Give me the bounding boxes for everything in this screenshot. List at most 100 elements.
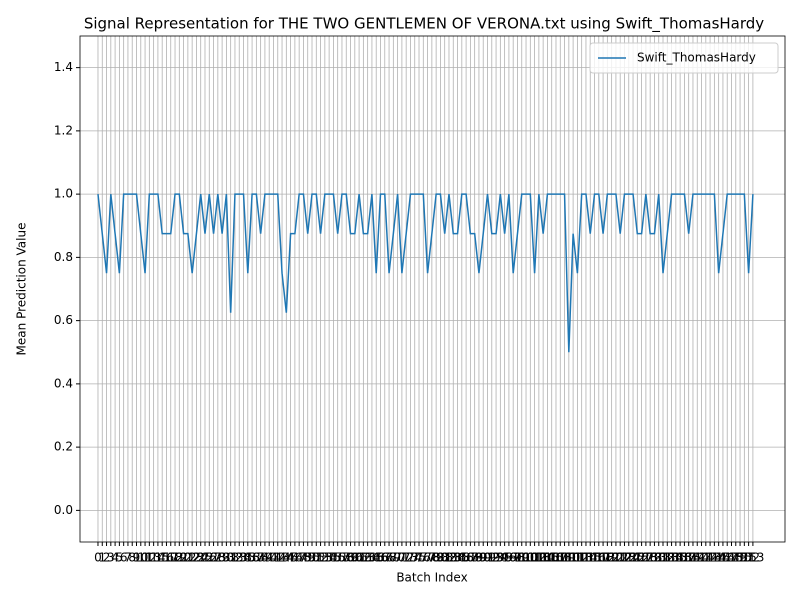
x-tick-label: 4 bbox=[111, 551, 119, 565]
x-tick-label: 119 bbox=[596, 551, 619, 565]
x-tick-label: 26 bbox=[202, 551, 217, 565]
x-tick-label: 34 bbox=[236, 551, 251, 565]
y-tick-label: 0.0 bbox=[54, 503, 73, 517]
x-tick-label: 21 bbox=[180, 551, 195, 565]
x-tick-label: 55 bbox=[326, 551, 341, 565]
x-tick-label: 88 bbox=[467, 551, 482, 565]
x-tick-label: 135 bbox=[664, 551, 687, 565]
x-tick-label: 50 bbox=[304, 551, 319, 565]
x-tick-label: 85 bbox=[454, 551, 469, 565]
x-tick-label: 82 bbox=[441, 551, 456, 565]
y-tick-label: 0.6 bbox=[54, 313, 73, 327]
x-tick-label: 11 bbox=[137, 551, 152, 565]
x-tick-label: 120 bbox=[600, 551, 623, 565]
x-tick-label: 152 bbox=[737, 551, 760, 565]
x-tick-label: 76 bbox=[416, 551, 431, 565]
x-tick-label: 130 bbox=[643, 551, 666, 565]
x-tick-label: 151 bbox=[733, 551, 756, 565]
x-tick-label: 153 bbox=[741, 551, 764, 565]
x-tick-label: 118 bbox=[592, 551, 615, 565]
x-tick-label: 103 bbox=[527, 551, 550, 565]
x-tick-label: 136 bbox=[669, 551, 692, 565]
x-tick-label: 57 bbox=[334, 551, 349, 565]
x-tick-label: 19 bbox=[172, 551, 187, 565]
legend-label: Swift_ThomasHardy bbox=[637, 51, 756, 65]
x-tick-label: 6 bbox=[120, 551, 128, 565]
x-tick-label: 42 bbox=[270, 551, 285, 565]
x-tick-label: 30 bbox=[219, 551, 234, 565]
x-tick-label: 94 bbox=[493, 551, 508, 565]
x-tick-label: 125 bbox=[622, 551, 645, 565]
x-tick-label: 24 bbox=[193, 551, 208, 565]
x-tick-label: 2 bbox=[103, 551, 111, 565]
x-tick-label: 67 bbox=[377, 551, 392, 565]
x-tick-label: 22 bbox=[185, 551, 200, 565]
x-tick-label: 123 bbox=[613, 551, 636, 565]
x-tick-label: 5 bbox=[116, 551, 124, 565]
x-tick-label: 44 bbox=[279, 551, 294, 565]
legend-box bbox=[589, 42, 779, 74]
x-tick-label: 46 bbox=[287, 551, 302, 565]
x-tick-label: 23 bbox=[189, 551, 204, 565]
x-tick-label: 144 bbox=[703, 551, 726, 565]
y-tick-label: 0.4 bbox=[54, 376, 73, 390]
x-tick-label: 7 bbox=[124, 551, 132, 565]
x-tick-label: 116 bbox=[583, 551, 606, 565]
x-tick-label: 59 bbox=[343, 551, 358, 565]
x-tick-label: 31 bbox=[223, 551, 238, 565]
x-tick-label: 40 bbox=[262, 551, 277, 565]
x-tick-label: 98 bbox=[510, 551, 525, 565]
x-tick-label: 114 bbox=[575, 551, 598, 565]
x-tick-label: 56 bbox=[330, 551, 345, 565]
x-tick-label: 65 bbox=[369, 551, 384, 565]
x-tick-label: 147 bbox=[716, 551, 739, 565]
x-tick-label: 41 bbox=[266, 551, 281, 565]
legend: Swift_ThomasHardy bbox=[589, 42, 779, 74]
x-tick-label: 142 bbox=[694, 551, 717, 565]
x-tick-label: 101 bbox=[519, 551, 542, 565]
x-axis-label: Batch Index bbox=[396, 571, 467, 585]
x-tick-label: 83 bbox=[446, 551, 461, 565]
x-tick-label: 53 bbox=[317, 551, 332, 565]
y-axis-label: Mean Prediction Value bbox=[15, 223, 29, 356]
x-tick-label: 133 bbox=[656, 551, 679, 565]
x-tick-label: 63 bbox=[360, 551, 375, 565]
x-tick-label: 138 bbox=[677, 551, 700, 565]
x-tick-label: 52 bbox=[313, 551, 328, 565]
x-tick-label: 95 bbox=[497, 551, 512, 565]
x-tick-label: 122 bbox=[609, 551, 632, 565]
y-tick-label: 1.2 bbox=[54, 123, 73, 137]
x-tick-label: 20 bbox=[176, 551, 191, 565]
x-tick-label: 132 bbox=[652, 551, 675, 565]
x-tick-label: 105 bbox=[536, 551, 559, 565]
x-tick-label: 100 bbox=[515, 551, 538, 565]
x-tick-label: 81 bbox=[437, 551, 452, 565]
y-tick-label: 1.4 bbox=[54, 60, 73, 74]
x-tick-label: 66 bbox=[373, 551, 388, 565]
x-tick-label: 110 bbox=[557, 551, 580, 565]
x-tick-label: 35 bbox=[240, 551, 255, 565]
x-tick-label: 43 bbox=[274, 551, 289, 565]
x-tick-label: 108 bbox=[549, 551, 572, 565]
x-tick-label: 70 bbox=[390, 551, 405, 565]
x-tick-label: 8 bbox=[128, 551, 136, 565]
x-tick-label: 47 bbox=[292, 551, 307, 565]
x-tick-label: 68 bbox=[381, 551, 396, 565]
x-tick-label: 84 bbox=[450, 551, 465, 565]
x-tick-label: 80 bbox=[433, 551, 448, 565]
plot-area bbox=[80, 36, 785, 542]
x-tick-label: 61 bbox=[351, 551, 366, 565]
x-tick-label: 90 bbox=[476, 551, 491, 565]
x-tick-label: 36 bbox=[244, 551, 259, 565]
axes-frame bbox=[79, 35, 786, 543]
x-tick-label: 9 bbox=[133, 551, 141, 565]
x-tick-label: 111 bbox=[562, 551, 585, 565]
x-tick-label: 45 bbox=[283, 551, 298, 565]
x-tick-label: 87 bbox=[463, 551, 478, 565]
x-tick-label: 25 bbox=[197, 551, 212, 565]
x-tick-label: 128 bbox=[634, 551, 657, 565]
x-tick-label: 149 bbox=[724, 551, 747, 565]
x-tick-label: 99 bbox=[514, 551, 529, 565]
x-tick-label: 127 bbox=[630, 551, 653, 565]
x-tick-label: 145 bbox=[707, 551, 730, 565]
